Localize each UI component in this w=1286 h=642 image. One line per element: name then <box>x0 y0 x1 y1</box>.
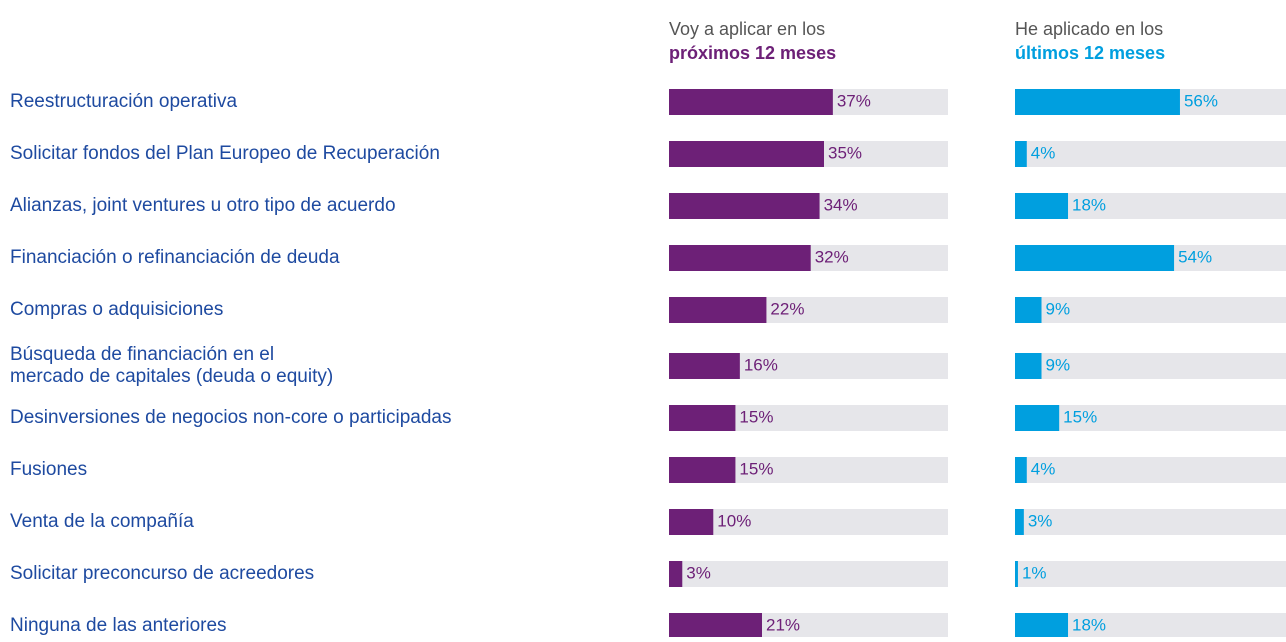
bar-track <box>1015 405 1286 431</box>
bar <box>1015 561 1018 587</box>
value-label: 15% <box>739 459 773 478</box>
bar-track <box>1015 457 1286 483</box>
category-label: Venta de la compañía <box>10 511 194 532</box>
value-label: 4% <box>1031 143 1056 162</box>
category-label: Ninguna de las anteriores <box>10 615 227 636</box>
bar <box>1015 297 1042 323</box>
value-label: 15% <box>1063 407 1097 426</box>
bar-track <box>1015 141 1286 167</box>
value-label: 3% <box>1028 511 1053 530</box>
value-label: 35% <box>828 143 862 162</box>
bar-track <box>669 561 948 587</box>
value-label: 10% <box>717 511 751 530</box>
bar-track <box>1015 561 1286 587</box>
category-label: Solicitar preconcurso de acreedores <box>10 563 314 584</box>
category-label: Desinversiones de negocios non-core o pa… <box>10 407 451 428</box>
value-label: 1% <box>1022 563 1047 582</box>
value-label: 4% <box>1031 459 1056 478</box>
value-label: 9% <box>1046 299 1071 318</box>
category-label: Financiación o refinanciación de deuda <box>10 247 340 268</box>
value-label: 21% <box>766 615 800 634</box>
bar-track <box>1015 297 1286 323</box>
category-label: Búsqueda de financiación en el mercado de… <box>10 344 333 387</box>
bar <box>669 89 833 115</box>
category-label: Reestructuración operativa <box>10 91 237 112</box>
bar <box>1015 405 1060 431</box>
category-label: Solicitar fondos del Plan Europeo de Rec… <box>10 143 440 164</box>
bar <box>669 405 736 431</box>
bar-track <box>1015 509 1286 535</box>
bar <box>1015 89 1180 115</box>
value-label: 18% <box>1072 615 1106 634</box>
bar <box>669 613 762 639</box>
bar <box>1015 457 1027 483</box>
category-label: Compras o adquisiciones <box>10 299 223 320</box>
value-label: 56% <box>1184 91 1218 110</box>
bar <box>669 141 824 167</box>
bar <box>669 193 820 219</box>
value-label: 16% <box>744 355 778 374</box>
value-label: 15% <box>739 407 773 426</box>
bar-track <box>669 509 948 535</box>
value-label: 9% <box>1046 355 1071 374</box>
bar <box>669 509 714 535</box>
value-label: 34% <box>824 195 858 214</box>
series-header-bold: últimos 12 meses <box>1015 43 1165 63</box>
bar <box>1015 245 1175 271</box>
bar <box>1015 509 1024 535</box>
series-header-bold: próximos 12 meses <box>669 43 836 63</box>
bar-track <box>1015 353 1286 379</box>
bar <box>1015 353 1042 379</box>
series-header: He aplicado en los <box>1015 19 1163 39</box>
bar <box>669 245 811 271</box>
bar <box>669 353 740 379</box>
value-label: 37% <box>837 91 871 110</box>
value-label: 22% <box>770 299 804 318</box>
bar <box>669 457 736 483</box>
bar <box>669 297 767 323</box>
value-label: 3% <box>686 563 711 582</box>
category-label: Fusiones <box>10 459 87 480</box>
series-header: Voy a aplicar en los <box>669 19 825 39</box>
bar <box>669 561 683 587</box>
bar <box>1015 193 1069 219</box>
bar <box>1015 613 1069 639</box>
bar <box>1015 141 1027 167</box>
value-label: 32% <box>815 247 849 266</box>
category-label: Alianzas, joint ventures u otro tipo de … <box>10 195 396 216</box>
value-label: 54% <box>1178 247 1212 266</box>
value-label: 18% <box>1072 195 1106 214</box>
